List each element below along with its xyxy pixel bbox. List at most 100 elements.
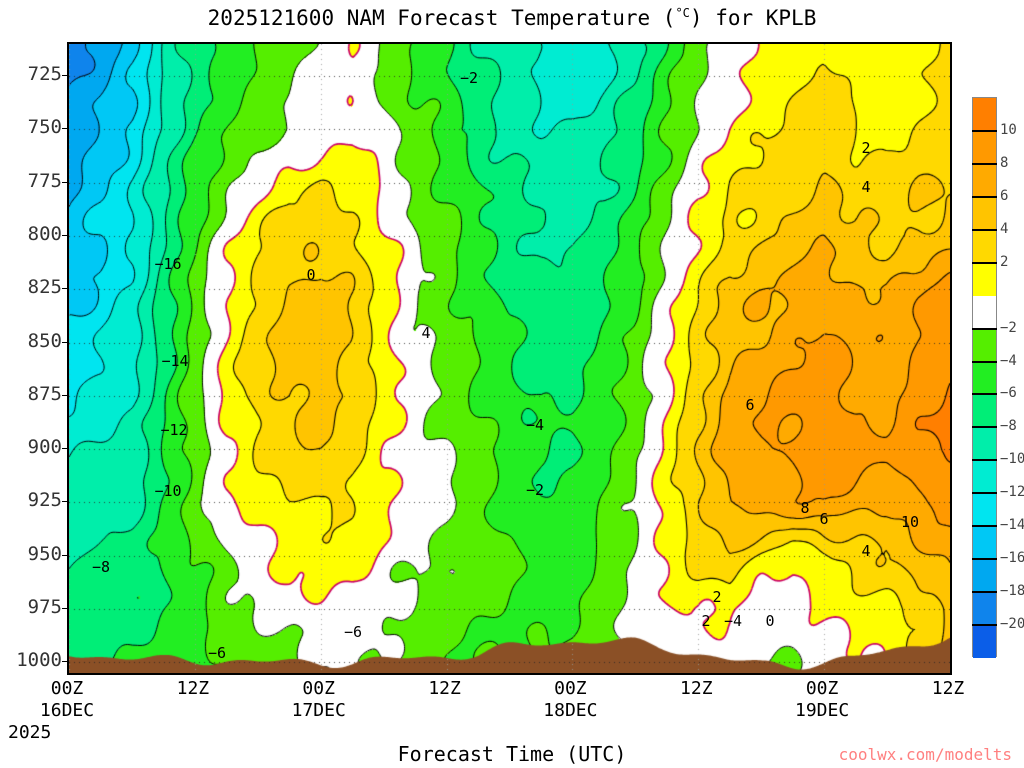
colorbar-tick-label: −14 — [1000, 517, 1024, 534]
y-axis-tick — [62, 448, 69, 450]
y-axis-tick-label: 775 — [27, 169, 62, 192]
colorbar-band — [973, 163, 996, 198]
y-axis-tick-label: 725 — [27, 62, 62, 85]
x-axis-title: Forecast Time (UTC) — [397, 742, 627, 766]
colorbar-tick — [972, 624, 997, 627]
x-axis-time-label: 12Z — [428, 678, 461, 699]
colorbar-band — [973, 460, 996, 494]
y-axis-tick — [62, 661, 69, 663]
colorbar-tick-label: −12 — [1000, 484, 1024, 501]
colorbar-band — [973, 592, 996, 626]
y-axis-tick — [62, 554, 69, 556]
x-axis-date-label: 16DEC — [39, 700, 95, 721]
x-axis-time-label: 12Z — [176, 678, 210, 699]
colorbar-tick-label: 2 — [1000, 253, 1009, 270]
y-axis-tick-label: 950 — [27, 542, 62, 565]
contour-label: 2 — [701, 612, 711, 630]
colorbar-tick — [972, 195, 997, 198]
colorbar-band — [973, 262, 996, 297]
contour-label: 4 — [421, 324, 431, 342]
x-axis-date-label: 17DEC — [291, 700, 346, 721]
y-axis-tick-label: 750 — [27, 116, 62, 139]
colorbar-tick — [972, 129, 997, 132]
page-title-text: 2025121600 NAM Forecast Temperature ( — [207, 6, 676, 30]
contour-label: −12 — [160, 421, 188, 439]
chart-plot-area — [67, 42, 952, 675]
colorbar-tick — [972, 162, 997, 165]
contour-label: −4 — [525, 416, 545, 434]
contour-label: 6 — [745, 396, 755, 414]
colorbar-tick-label: 8 — [1000, 154, 1009, 171]
colorbar-tick-label: −2 — [1000, 319, 1017, 336]
page-title-suffix: ) for KPLB — [689, 6, 817, 30]
y-axis-tick — [62, 341, 69, 343]
y-axis-tick-label: 1000 — [16, 649, 62, 672]
colorbar-tick-label: −10 — [1000, 451, 1024, 468]
contour-label: −6 — [207, 644, 227, 662]
colorbar-tick-label: −8 — [1000, 418, 1017, 435]
colorbar-tick — [972, 492, 997, 495]
x-axis-time-label: 00Z — [805, 678, 839, 699]
colorbar-band — [973, 559, 996, 593]
colorbar-band — [973, 229, 996, 264]
contour-label: −16 — [154, 255, 182, 273]
contour-label: 2 — [861, 139, 871, 157]
colorbar-band — [973, 196, 996, 231]
y-axis: 725 750 775 800 825 850 875 900 925 950 975 1000 — [0, 42, 69, 675]
y-axis-tick-label: 925 — [27, 489, 62, 512]
y-axis-tick-label: 825 — [27, 276, 62, 299]
colorbar-tick — [972, 525, 997, 528]
y-axis-tick — [62, 608, 69, 610]
x-axis-time-label: 00Z — [302, 678, 335, 699]
colorbar-band — [973, 394, 996, 428]
y-axis-tick-label: 900 — [27, 436, 62, 459]
y-axis-tick — [62, 501, 69, 503]
colorbar-tick — [972, 426, 997, 429]
colorbar-band — [973, 427, 996, 461]
x-axis-time-label: 00Z — [50, 678, 84, 699]
contour-label: −2 — [525, 481, 545, 499]
colorbar-tick — [972, 558, 997, 561]
y-axis-tick — [62, 394, 69, 396]
colorbar-tick-label: 6 — [1000, 187, 1009, 204]
y-axis-tick-label: 850 — [27, 329, 62, 352]
colorbar-band — [973, 295, 996, 330]
colorbar-band — [973, 493, 996, 527]
contour-label: 0 — [765, 612, 775, 630]
contour-label: 4 — [861, 542, 871, 560]
colorbar-tick — [972, 459, 997, 462]
colorbar-band — [973, 625, 996, 659]
page-title: 2025121600 NAM Forecast Temperature (°C)… — [0, 6, 1024, 30]
colorbar-tick — [972, 591, 997, 594]
x-axis-time-label: 12Z — [931, 678, 965, 699]
colorbar-tick-label: −6 — [1000, 385, 1017, 402]
y-axis-tick-label: 875 — [27, 382, 62, 405]
contour-label: −14 — [161, 352, 189, 370]
contour-label: −6 — [343, 623, 363, 641]
contour-label: −8 — [91, 558, 111, 576]
colorbar-tick-label: −18 — [1000, 583, 1024, 600]
colorbar-band — [973, 526, 996, 560]
temperature-cross-section-canvas — [69, 44, 950, 673]
colorbar-tick — [972, 228, 997, 231]
colorbar-tick — [972, 360, 997, 363]
x-axis-date-label: 18DEC — [543, 700, 598, 721]
contour-label: 8 — [800, 499, 810, 517]
colorbar-tick-label: −4 — [1000, 352, 1017, 369]
colorbar-tick — [972, 261, 997, 264]
y-axis-tick — [62, 181, 69, 183]
colorbar — [972, 97, 997, 659]
y-axis-tick-label: 800 — [27, 222, 62, 245]
x-axis: 00Z 16DEC 12Z 00Z 17DEC 12Z 00Z 18DEC 12Z 00Z 19DE… — [40, 678, 964, 768]
contour-label: −2 — [459, 69, 479, 87]
colorbar-band — [973, 130, 996, 165]
y-axis-tick — [62, 234, 69, 236]
colorbar-tick-label: 4 — [1000, 220, 1009, 237]
colorbar-tick — [972, 327, 997, 330]
colorbar-band — [973, 328, 996, 363]
x-axis-date-label: 19DEC — [795, 700, 850, 721]
x-axis-year-label: 2025 — [8, 722, 52, 743]
colorbar-tick-label: 10 — [1000, 121, 1017, 138]
y-axis-tick — [62, 128, 69, 130]
contour-label: 6 — [819, 510, 829, 528]
